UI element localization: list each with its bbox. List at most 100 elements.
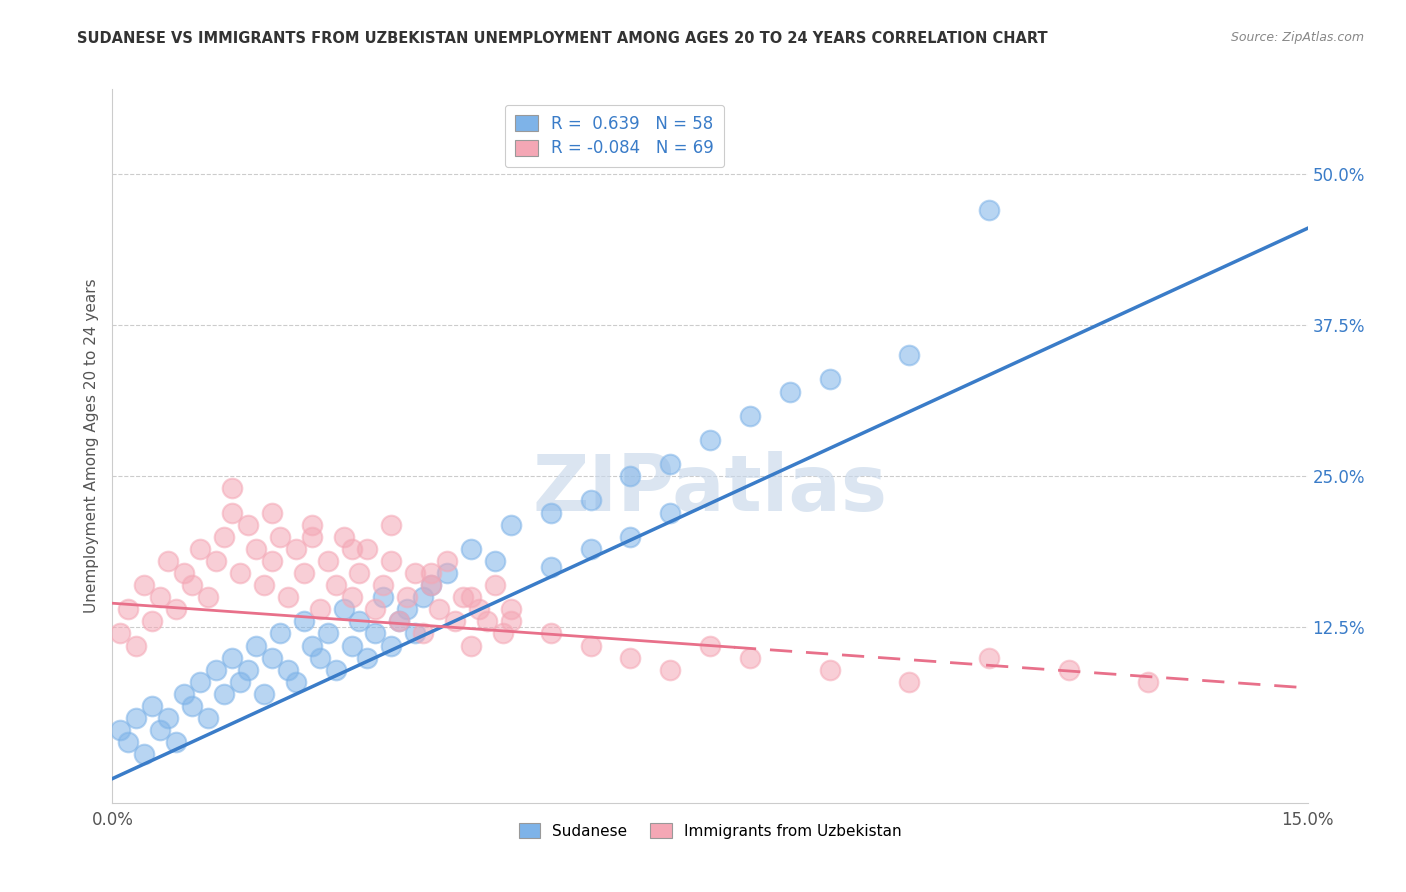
Point	[619, 650, 641, 665]
Point	[356, 650, 378, 665]
Point	[188, 674, 211, 689]
Point	[818, 372, 841, 386]
Point	[205, 663, 228, 677]
Point	[818, 663, 841, 677]
Point	[277, 663, 299, 677]
Point	[659, 506, 682, 520]
Point	[173, 566, 195, 580]
Point	[149, 723, 172, 738]
Point	[420, 578, 443, 592]
Point	[436, 554, 458, 568]
Point	[229, 566, 252, 580]
Point	[380, 639, 402, 653]
Point	[412, 590, 434, 604]
Point	[738, 650, 761, 665]
Point	[499, 615, 522, 629]
Point	[205, 554, 228, 568]
Point	[349, 566, 371, 580]
Point	[404, 566, 426, 580]
Point	[396, 602, 419, 616]
Point	[212, 530, 235, 544]
Point	[325, 663, 347, 677]
Point	[349, 615, 371, 629]
Point	[332, 602, 354, 616]
Point	[444, 615, 467, 629]
Point	[380, 517, 402, 532]
Point	[181, 578, 204, 592]
Point	[540, 560, 562, 574]
Point	[165, 735, 187, 749]
Point	[540, 626, 562, 640]
Point	[499, 517, 522, 532]
Point	[699, 639, 721, 653]
Point	[236, 663, 259, 677]
Point	[134, 747, 156, 762]
Point	[659, 457, 682, 471]
Point	[977, 650, 1000, 665]
Point	[188, 541, 211, 556]
Point	[212, 687, 235, 701]
Text: Source: ZipAtlas.com: Source: ZipAtlas.com	[1230, 31, 1364, 45]
Point	[141, 615, 163, 629]
Point	[308, 650, 330, 665]
Y-axis label: Unemployment Among Ages 20 to 24 years: Unemployment Among Ages 20 to 24 years	[83, 278, 98, 614]
Point	[427, 602, 450, 616]
Point	[245, 541, 267, 556]
Point	[475, 615, 498, 629]
Point	[388, 615, 411, 629]
Point	[165, 602, 187, 616]
Point	[157, 554, 180, 568]
Point	[125, 639, 148, 653]
Point	[898, 674, 921, 689]
Point	[579, 541, 602, 556]
Point	[779, 384, 801, 399]
Point	[1137, 674, 1160, 689]
Point	[396, 590, 419, 604]
Point	[340, 541, 363, 556]
Point	[236, 517, 259, 532]
Point	[316, 626, 339, 640]
Point	[221, 506, 243, 520]
Point	[173, 687, 195, 701]
Point	[260, 554, 283, 568]
Point	[619, 530, 641, 544]
Point	[492, 626, 515, 640]
Point	[499, 602, 522, 616]
Point	[292, 615, 315, 629]
Point	[659, 663, 682, 677]
Point	[292, 566, 315, 580]
Point	[157, 711, 180, 725]
Text: ZIPatlas: ZIPatlas	[533, 450, 887, 527]
Point	[134, 578, 156, 592]
Point	[380, 554, 402, 568]
Point	[460, 541, 482, 556]
Point	[468, 602, 491, 616]
Point	[253, 687, 276, 701]
Point	[738, 409, 761, 423]
Point	[579, 639, 602, 653]
Point	[277, 590, 299, 604]
Point	[579, 493, 602, 508]
Point	[316, 554, 339, 568]
Point	[260, 506, 283, 520]
Point	[284, 541, 307, 556]
Point	[460, 590, 482, 604]
Point	[619, 469, 641, 483]
Point	[1057, 663, 1080, 677]
Point	[364, 626, 387, 640]
Point	[484, 578, 506, 592]
Point	[699, 433, 721, 447]
Point	[110, 626, 132, 640]
Point	[540, 506, 562, 520]
Point	[484, 554, 506, 568]
Point	[898, 348, 921, 362]
Point	[451, 590, 474, 604]
Point	[245, 639, 267, 653]
Point	[301, 639, 323, 653]
Point	[301, 530, 323, 544]
Point	[325, 578, 347, 592]
Point	[308, 602, 330, 616]
Point	[284, 674, 307, 689]
Point	[404, 626, 426, 640]
Point	[125, 711, 148, 725]
